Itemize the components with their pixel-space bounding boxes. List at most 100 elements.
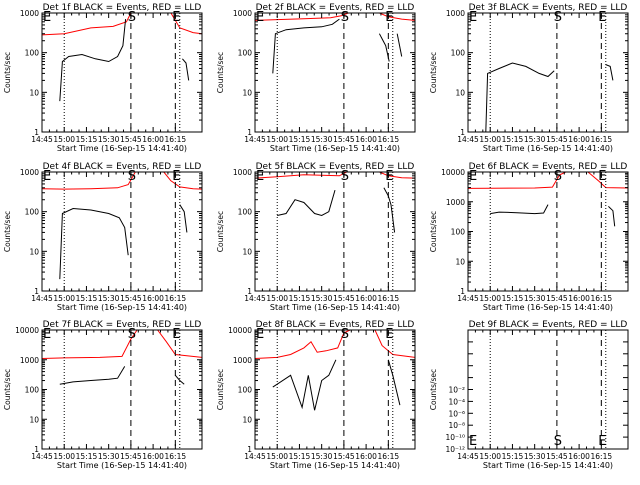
- event-marker-label: E: [598, 169, 606, 184]
- data-layer: [485, 62, 614, 132]
- events-series-line: [59, 207, 129, 280]
- panel-title: Det 7f BLACK = Events, RED = LLD: [43, 320, 202, 330]
- events-series-line: [383, 187, 396, 233]
- x-axis-label: Start Time (16-Sep-15 14:41:40): [57, 461, 187, 470]
- data-layer: [255, 330, 415, 411]
- x-tick-label: 16:00: [355, 135, 377, 144]
- event-marker-label: E: [598, 434, 606, 449]
- x-tick-label: 16:00: [568, 135, 590, 144]
- x-tick-label: 15:30: [98, 294, 120, 303]
- plot-frame: [41, 12, 203, 133]
- x-tick-label: 15:30: [524, 452, 546, 461]
- x-tick-label: 15:45: [120, 452, 142, 461]
- x-tick-label: 15:45: [333, 452, 355, 461]
- x-tick-label: 15:00: [479, 452, 501, 461]
- y-tick-label: 1000: [446, 9, 465, 18]
- y-tick-label: 1000: [233, 356, 252, 365]
- plot-frame: [41, 329, 203, 450]
- events-series-line: [396, 33, 403, 57]
- y-tick-label: 10: [455, 88, 465, 97]
- y-axis-label: Counts/sec: [216, 211, 225, 252]
- lld-series-line: [255, 330, 415, 359]
- plot-frame: [467, 329, 629, 450]
- lld-series-line: [170, 13, 202, 35]
- y-tick-label: 10: [242, 247, 252, 256]
- x-tick-label: 14:45: [244, 135, 266, 144]
- data-layer: [468, 172, 628, 227]
- events-series-line: [485, 62, 555, 132]
- x-tick-label: 15:15: [76, 294, 98, 303]
- panel-title: Det 3f BLACK = Events, RED = LLD: [469, 3, 628, 13]
- x-tick-label: 14:45: [31, 452, 53, 461]
- y-tick-label: 10: [242, 415, 252, 424]
- panel-title: Det 5f BLACK = Events, RED = LLD: [256, 162, 415, 172]
- x-tick-label: 15:45: [546, 135, 568, 144]
- event-marker-label: E: [172, 10, 180, 25]
- event-marker-label: E: [385, 169, 393, 184]
- x-tick-label: 15:30: [311, 135, 333, 144]
- y-tick-label: 100: [25, 208, 40, 217]
- y-tick-label: 1000: [233, 168, 252, 177]
- x-tick-label: 15:00: [479, 135, 501, 144]
- data-layer: [255, 172, 415, 233]
- plot-frame: [467, 12, 629, 133]
- y-tick-label: 10: [455, 257, 465, 266]
- y-tick-label: 10⁻⁶: [448, 409, 465, 418]
- event-marker-label: E: [385, 327, 393, 342]
- panel-title: Det 1f BLACK = Events, RED = LLD: [43, 3, 202, 13]
- plot-frame: [41, 171, 203, 292]
- x-tick-label: 16:00: [568, 294, 590, 303]
- x-tick-label: 16:00: [568, 452, 590, 461]
- x-tick-label: 15:30: [524, 294, 546, 303]
- y-tick-label: 10⁻⁸: [448, 421, 465, 430]
- events-series-line: [182, 58, 190, 81]
- events-series-line: [272, 18, 340, 74]
- event-marker-label: E: [172, 169, 180, 184]
- plot-frame: [254, 12, 416, 133]
- x-tick-label: 16:15: [378, 294, 400, 303]
- y-tick-label: 1000: [20, 356, 39, 365]
- y-tick-label: 10⁻¹⁰: [445, 433, 465, 442]
- y-tick-label: 1000: [20, 168, 39, 177]
- x-tick-label: 16:15: [591, 452, 613, 461]
- x-axis-label: Start Time (16-Sep-15 14:41:40): [270, 461, 400, 470]
- lld-series-line: [42, 13, 132, 36]
- y-tick-label: 1000: [20, 9, 39, 18]
- y-tick-label: 1: [460, 287, 465, 296]
- event-marker-label: S: [341, 169, 349, 184]
- x-tick-label: 15:00: [266, 294, 288, 303]
- y-axis-label: Counts/sec: [3, 211, 12, 252]
- x-tick-label: 15:15: [289, 135, 311, 144]
- event-marker-label: E: [256, 169, 264, 184]
- events-series-line: [59, 19, 127, 102]
- y-axis-label: Counts/sec: [216, 52, 225, 93]
- x-axis-label: Start Time (16-Sep-15 14:41:40): [483, 461, 613, 470]
- x-tick-label: 15:15: [76, 135, 98, 144]
- y-tick-label: 1: [247, 128, 252, 137]
- y-tick-label: 1: [247, 445, 252, 454]
- panel-title: Det 6f BLACK = Events, RED = LLD: [469, 162, 628, 172]
- events-series-line: [490, 204, 549, 215]
- y-tick-label: 100: [238, 208, 253, 217]
- x-tick-label: 15:00: [53, 452, 75, 461]
- events-series-line: [608, 206, 616, 227]
- x-tick-label: 14:45: [457, 452, 479, 461]
- plot-frame: [254, 171, 416, 292]
- x-tick-label: 16:00: [355, 452, 377, 461]
- event-marker-label: E: [469, 10, 477, 25]
- x-tick-label: 16:15: [591, 294, 613, 303]
- detector-panel: Det 7f BLACK = Events, RED = LLD 1 10 100 10…: [3, 320, 203, 470]
- x-tick-label: 15:45: [546, 452, 568, 461]
- y-tick-label: 10000: [441, 168, 465, 177]
- x-tick-label: 15:45: [333, 135, 355, 144]
- y-tick-label: 100: [238, 49, 253, 58]
- data-layer: [42, 13, 202, 102]
- x-tick-label: 16:00: [142, 294, 164, 303]
- x-tick-label: 14:45: [457, 294, 479, 303]
- panel-title: Det 4f BLACK = Events, RED = LLD: [43, 162, 202, 172]
- detector-panel: Det 4f BLACK = Events, RED = LLD 1 10 100 10…: [3, 162, 203, 312]
- panel-title: Det 2f BLACK = Events, RED = LLD: [256, 3, 415, 13]
- x-tick-label: 15:15: [502, 135, 524, 144]
- x-tick-label: 16:15: [165, 135, 187, 144]
